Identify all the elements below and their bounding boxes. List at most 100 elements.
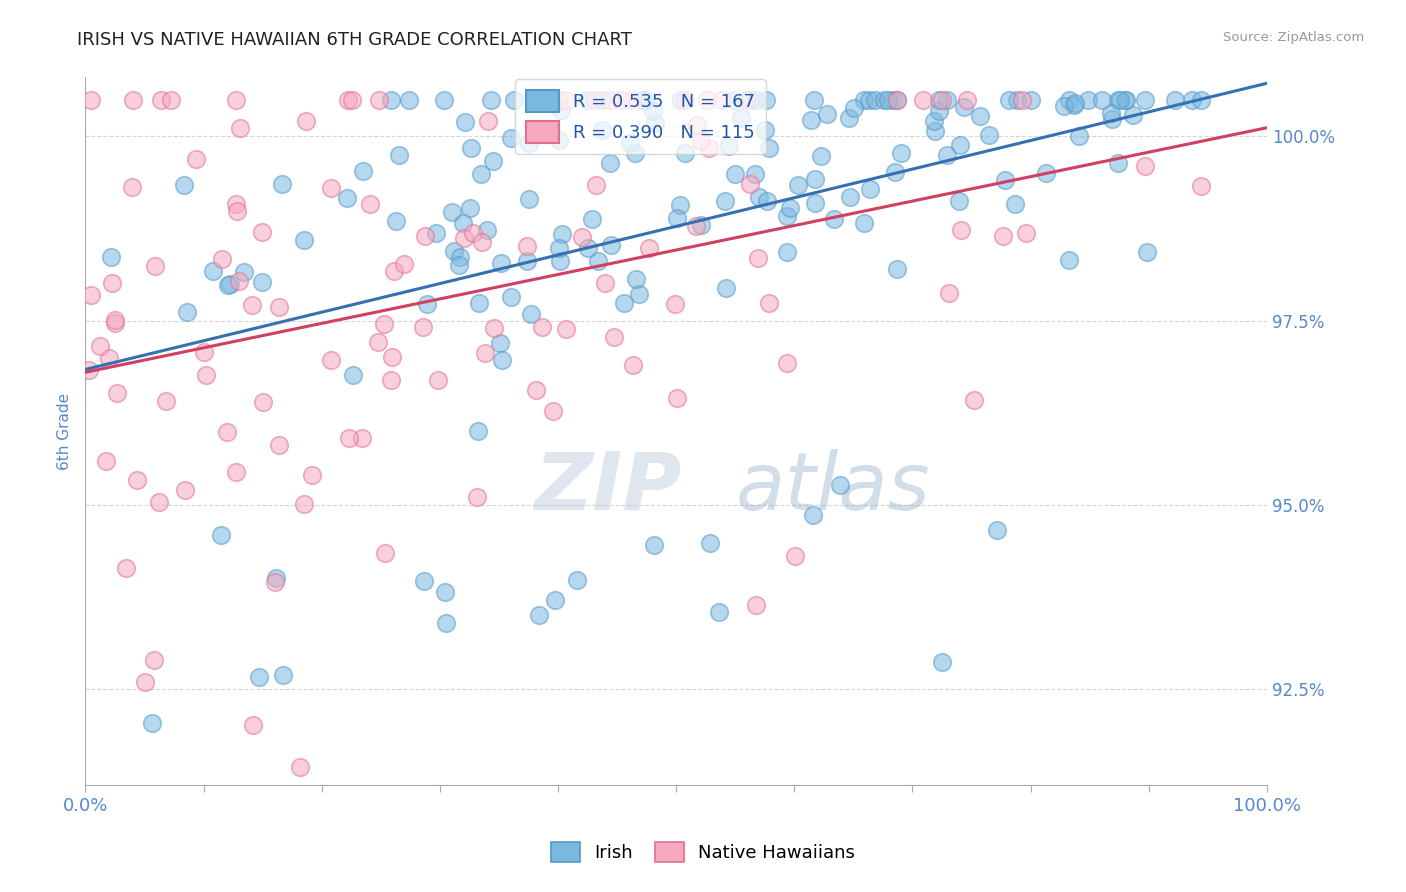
Point [643, 104, 665, 119]
Point [643, 539, 665, 553]
Point [359, 197, 381, 211]
Point [352, 163, 374, 178]
Text: ZIP: ZIP [534, 449, 682, 526]
Point [804, 195, 827, 210]
Point [436, 615, 458, 630]
Point [547, 241, 569, 255]
Point [141, 716, 163, 731]
Point [412, 320, 434, 334]
Point [747, 251, 769, 265]
Point [1181, 93, 1204, 107]
Point [80, 288, 103, 302]
Point [474, 346, 496, 360]
Point [1099, 105, 1122, 120]
Point [638, 241, 661, 255]
Point [449, 250, 471, 264]
Point [931, 93, 953, 107]
Point [100, 277, 122, 291]
Point [673, 146, 696, 161]
Point [516, 239, 538, 253]
Point [263, 575, 285, 590]
Point [225, 196, 247, 211]
Point [998, 93, 1021, 107]
Point [986, 523, 1008, 537]
Point [673, 93, 696, 107]
Point [1114, 93, 1136, 107]
Text: IRISH VS NATIVE HAWAIIAN 6TH GRADE CORRELATION CHART: IRISH VS NATIVE HAWAIIAN 6TH GRADE CORRE… [77, 31, 633, 49]
Point [754, 122, 776, 136]
Point [991, 229, 1014, 244]
Point [1191, 179, 1213, 194]
Point [150, 93, 173, 107]
Point [669, 198, 692, 212]
Point [186, 153, 208, 167]
Point [723, 93, 745, 107]
Point [565, 573, 588, 587]
Point [517, 192, 540, 206]
Point [685, 219, 707, 233]
Point [627, 287, 650, 301]
Point [603, 329, 626, 343]
Point [433, 93, 456, 107]
Point [858, 93, 880, 107]
Point [1101, 112, 1123, 126]
Point [758, 295, 780, 310]
Point [392, 257, 415, 271]
Point [1011, 93, 1033, 107]
Point [352, 431, 374, 445]
Point [211, 252, 233, 267]
Point [779, 201, 801, 215]
Point [624, 271, 647, 285]
Point [114, 561, 136, 575]
Point [544, 593, 567, 607]
Point [1067, 128, 1090, 143]
Point [634, 93, 657, 107]
Point [194, 368, 217, 383]
Point [193, 344, 215, 359]
Point [460, 201, 482, 215]
Point [337, 431, 360, 445]
Point [730, 111, 752, 125]
Point [575, 93, 598, 107]
Point [619, 136, 641, 150]
Point [143, 653, 166, 667]
Point [581, 211, 603, 226]
Point [717, 138, 740, 153]
Point [543, 404, 565, 418]
Point [1109, 93, 1132, 107]
Point [77, 363, 100, 377]
Point [467, 296, 489, 310]
Point [585, 178, 607, 193]
Point [838, 112, 860, 126]
Point [859, 181, 882, 195]
Point [460, 141, 482, 155]
Point [475, 223, 498, 237]
Point [336, 191, 359, 205]
Point [1115, 93, 1137, 107]
Point [1107, 156, 1129, 170]
Point [225, 465, 247, 479]
Point [449, 258, 471, 272]
Point [295, 114, 318, 128]
Point [160, 93, 183, 107]
Point [621, 358, 644, 372]
Point [134, 675, 156, 690]
Point [465, 491, 488, 505]
Point [938, 285, 960, 300]
Point [100, 251, 122, 265]
Point [631, 93, 654, 107]
Point [1004, 196, 1026, 211]
Point [380, 373, 402, 387]
Point [724, 167, 747, 181]
Point [666, 211, 689, 225]
Point [686, 118, 709, 132]
Point [786, 178, 808, 193]
Point [550, 103, 572, 118]
Point [548, 253, 571, 268]
Point [415, 297, 437, 311]
Point [828, 478, 851, 492]
Point [425, 226, 447, 240]
Point [489, 256, 512, 270]
Point [96, 454, 118, 468]
Point [593, 276, 616, 290]
